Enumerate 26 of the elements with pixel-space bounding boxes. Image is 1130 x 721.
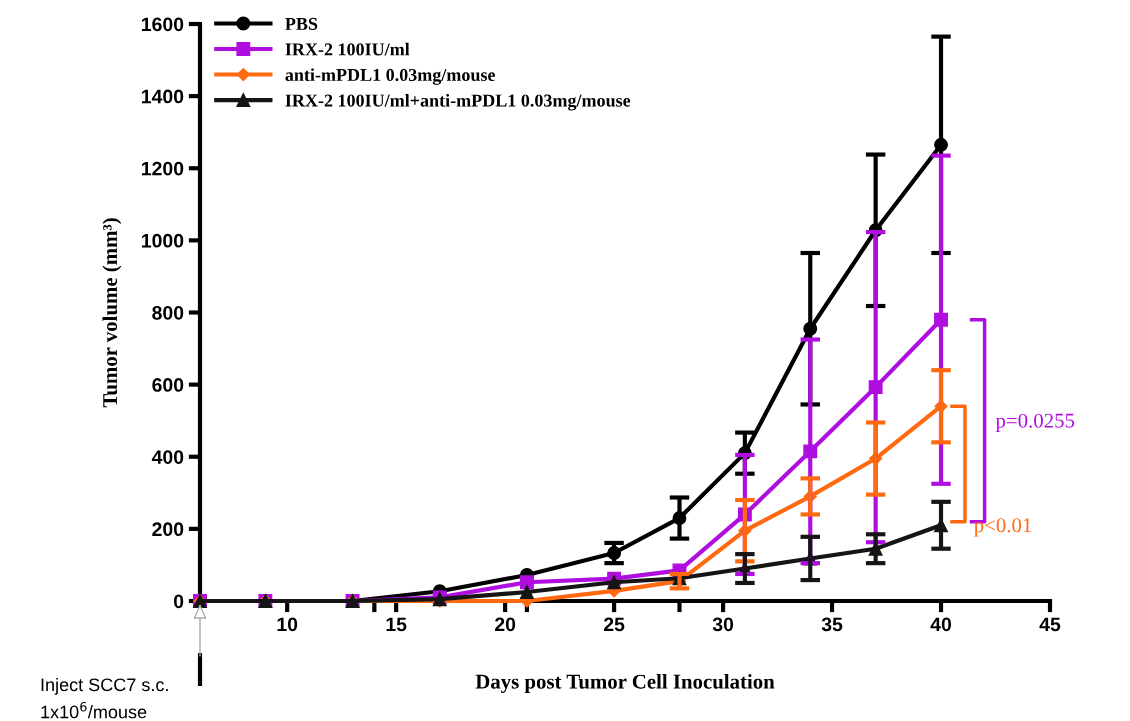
y-tick-label: 0 <box>173 594 184 609</box>
legend-label: IRX-2 100IU/ml <box>285 42 410 56</box>
y-tick-label: 1400 <box>142 89 184 104</box>
x-tick-label: 40 <box>930 617 952 632</box>
x-tick-label: 25 <box>603 617 625 632</box>
text: Inject SCC7 s.c. 1x10$^{6}$/mouse <box>41 677 168 719</box>
y-tick-label: 600 <box>152 378 184 392</box>
y-tick-label: 1000 <box>142 233 184 248</box>
x-tick-label: 45 <box>1039 617 1061 632</box>
annotation: p=0.0255 <box>995 413 1075 432</box>
legend-label: anti-mPDL1 0.03mg/mouse <box>285 68 496 85</box>
y-tick-label: 800 <box>152 305 184 320</box>
y-tick-label: 1200 <box>142 161 184 176</box>
x-axis-title: Days post Tumor Cell Inoculation <box>475 673 775 693</box>
y-axis-title: Tumor volume (mm³) <box>102 218 122 408</box>
y-tick-label: 400 <box>151 450 184 464</box>
x-tick-label: 15 <box>386 617 407 632</box>
x-tick-label: 20 <box>494 617 516 632</box>
x-tick-label: 35 <box>821 617 843 632</box>
annotation: p<0.01 <box>974 518 1032 537</box>
x-tick-label: 30 <box>712 617 734 632</box>
legend-label: PBS <box>285 17 318 30</box>
x-tick-label: 10 <box>277 617 298 632</box>
y-tick-label: 1600 <box>142 17 184 32</box>
y-tick-label: 200 <box>152 522 184 537</box>
legend-label: IRX-2 100IU/ml+anti-mPDL1 0.03mg/mouse <box>285 93 631 111</box>
